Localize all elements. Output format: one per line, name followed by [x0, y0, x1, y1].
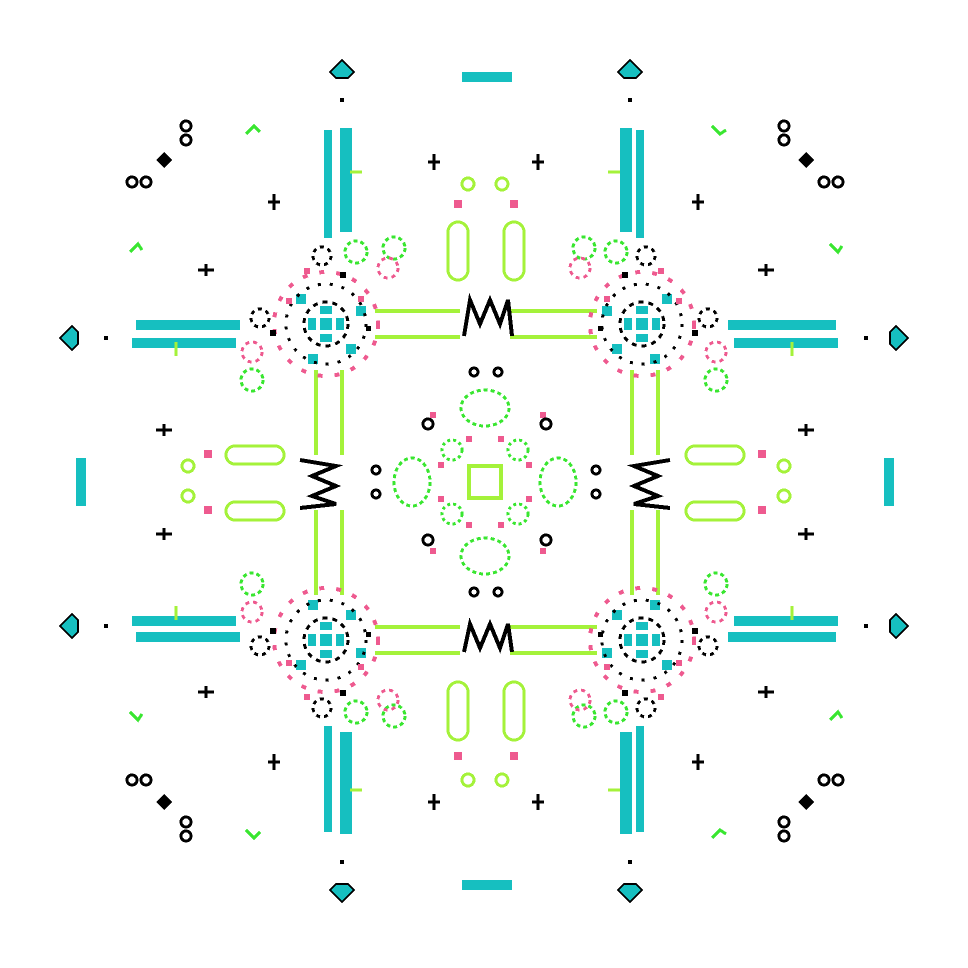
center-inner-ring-tl — [440, 438, 464, 462]
arm-lime-accents — [174, 170, 794, 792]
node-top-right — [588, 270, 696, 378]
center-inner-ring-br — [506, 502, 530, 526]
center-square — [467, 464, 503, 500]
capsule-pink-marks — [204, 200, 766, 760]
center-inner-ring-bl — [440, 502, 464, 526]
center-motif — [370, 366, 602, 598]
node-bottom-left — [272, 586, 380, 694]
teal-arms — [76, 72, 894, 890]
inner-black-specks — [270, 272, 698, 696]
inner-frame — [314, 309, 660, 655]
node-satellite-rings — [239, 235, 729, 729]
center-ring-bottom — [459, 536, 511, 576]
node-top-left — [272, 270, 380, 378]
node-core — [272, 270, 380, 378]
corner-green-marks — [128, 123, 844, 841]
center-inner-ring-tr — [506, 438, 530, 462]
node-bottom-right — [588, 586, 696, 694]
edge-markers — [58, 58, 910, 904]
frame-glyphs — [299, 292, 671, 654]
corner-diamonds — [104, 98, 868, 864]
center-ring-left — [392, 456, 432, 508]
outer-black-glyphs — [125, 119, 845, 843]
center-ring-right — [538, 456, 578, 508]
inner-specks — [286, 268, 682, 700]
capsules — [180, 176, 792, 788]
center-ring-top — [459, 388, 511, 428]
